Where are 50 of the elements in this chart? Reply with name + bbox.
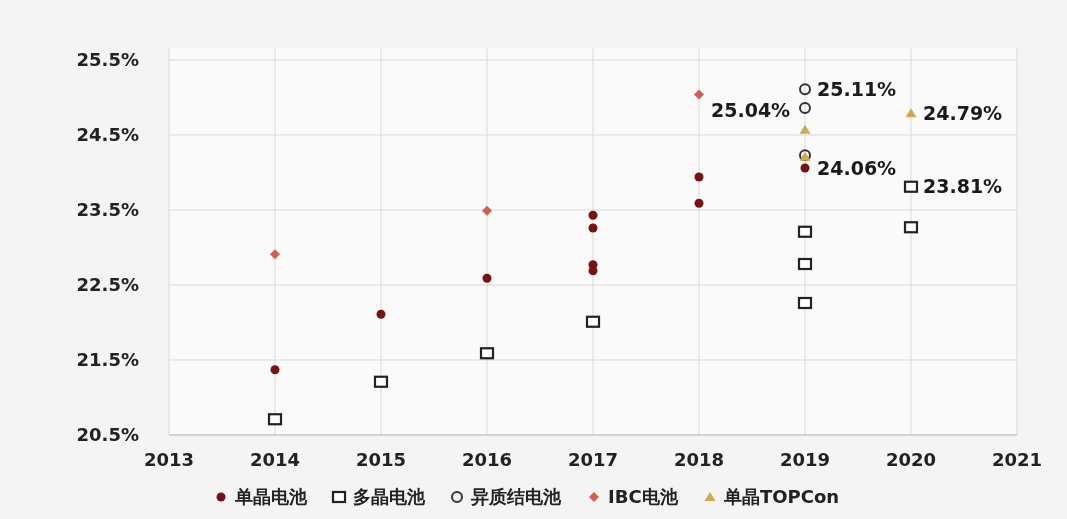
point — [373, 375, 389, 388]
x-tick-label: 2014 — [249, 449, 301, 470]
point — [800, 163, 810, 173]
point — [799, 102, 811, 114]
point — [797, 257, 813, 271]
x-tick-label: 2017 — [567, 449, 619, 470]
point — [479, 347, 495, 360]
y-tick-label: 21.5% — [76, 349, 139, 371]
point — [799, 124, 811, 134]
data-label: 24.79% — [923, 101, 1003, 124]
point — [585, 315, 601, 328]
data-label: 25.11% — [817, 77, 897, 100]
point — [694, 89, 704, 100]
data-label: 23.81% — [923, 175, 1003, 198]
y-tick-label: 25.5% — [76, 49, 139, 71]
y-tick-label: 20.5% — [76, 424, 139, 446]
x-tick-label: 2013 — [143, 449, 195, 470]
legend-label: 多晶电池 — [353, 486, 426, 508]
legend-label: 单晶电池 — [234, 486, 308, 508]
x-tick-label: 2019 — [779, 449, 831, 470]
x-tick-label: 2020 — [885, 449, 937, 470]
y-tick-label: 22.5% — [76, 274, 139, 296]
point — [903, 221, 919, 234]
point — [270, 365, 280, 375]
point — [799, 83, 811, 96]
x-tick-label: 2018 — [673, 449, 725, 470]
point — [482, 205, 492, 216]
data-label: 24.06% — [817, 156, 897, 179]
point — [482, 273, 492, 283]
point — [903, 180, 919, 193]
x-tick-label: 2015 — [355, 449, 407, 470]
x-tick-label: 2021 — [991, 449, 1043, 470]
point — [267, 413, 283, 426]
point — [694, 172, 704, 182]
legend-label: 单晶TOPCon — [723, 486, 840, 508]
y-tick-label: 23.5% — [76, 199, 139, 221]
point — [588, 223, 598, 233]
point — [905, 108, 917, 118]
point — [588, 210, 598, 220]
legend-label: 异质结电池 — [470, 486, 562, 508]
x-tick-label: 2016 — [461, 449, 513, 470]
point — [694, 198, 704, 208]
point — [797, 296, 813, 310]
data-label: 25.04% — [711, 99, 791, 122]
point — [270, 249, 280, 260]
point — [376, 309, 386, 319]
point — [797, 225, 813, 238]
point — [588, 266, 598, 276]
y-tick-label: 24.5% — [76, 124, 139, 146]
legend-label: IBC电池 — [608, 486, 679, 508]
